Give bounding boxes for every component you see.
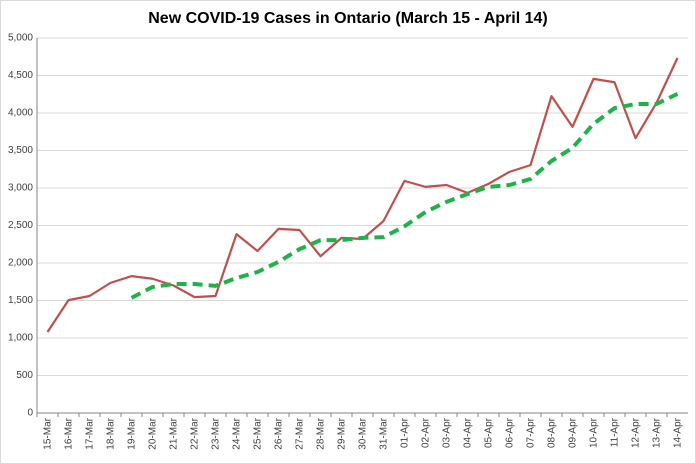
x-tick-label: 28-Mar [316,417,327,449]
x-tick-label: 30-Mar [358,417,369,449]
x-tick-label: 27-Mar [295,417,306,449]
x-tick-label: 04-Apr [463,417,474,448]
x-tick-label: 25-Mar [253,417,264,449]
x-tick-label: 23-Mar [211,417,222,449]
x-tick-label: 26-Mar [274,417,285,449]
x-tick-label: 10-Apr [589,417,600,448]
x-tick-label: 14-Apr [673,417,684,448]
y-tick-label: 1,000 [8,333,33,344]
x-tick-label: 08-Apr [547,417,558,448]
chart-title: New COVID-19 Cases in Ontario (March 15 … [148,10,548,27]
x-tick-label: 21-Mar [169,417,180,449]
x-tick-label: 02-Apr [421,417,432,448]
x-tick-label: 31-Mar [379,417,390,449]
y-tick-label: 3,000 [8,183,33,194]
x-tick-label: 17-Mar [85,417,96,449]
x-tick-label: 11-Apr [610,417,621,447]
x-tick-label: 09-Apr [568,417,579,448]
x-tick-label: 13-Apr [652,417,663,448]
y-tick-label: 3,500 [8,145,33,156]
y-tick-label: 4,000 [8,108,33,119]
x-tick-label: 19-Mar [127,417,138,449]
x-tick-label: 06-Apr [505,417,516,448]
x-tick-label: 16-Mar [64,417,75,449]
x-tick-label: 20-Mar [148,417,159,449]
y-tick-label: 4,500 [8,70,33,81]
x-tick-label: 05-Apr [484,417,495,448]
x-tick-label: 15-Mar [43,417,54,449]
x-tick-label: 07-Apr [526,417,537,448]
y-tick-label: 1,500 [8,295,33,306]
x-tick-label: 29-Mar [337,417,348,449]
x-tick-label: 12-Apr [631,417,642,448]
y-tick-label: 2,500 [8,220,33,231]
series-line [130,92,679,300]
x-tick-label: 03-Apr [442,417,453,448]
x-tick-label: 24-Mar [232,417,243,449]
y-tick-label: 5,000 [8,33,33,44]
y-tick-label: 500 [16,370,33,381]
x-tick-label: 18-Mar [106,417,117,449]
y-tick-label: 0 [27,408,33,419]
x-tick-label: 01-Apr [400,417,411,448]
x-tick-label: 22-Mar [190,417,201,449]
y-tick-label: 2,000 [8,258,33,269]
